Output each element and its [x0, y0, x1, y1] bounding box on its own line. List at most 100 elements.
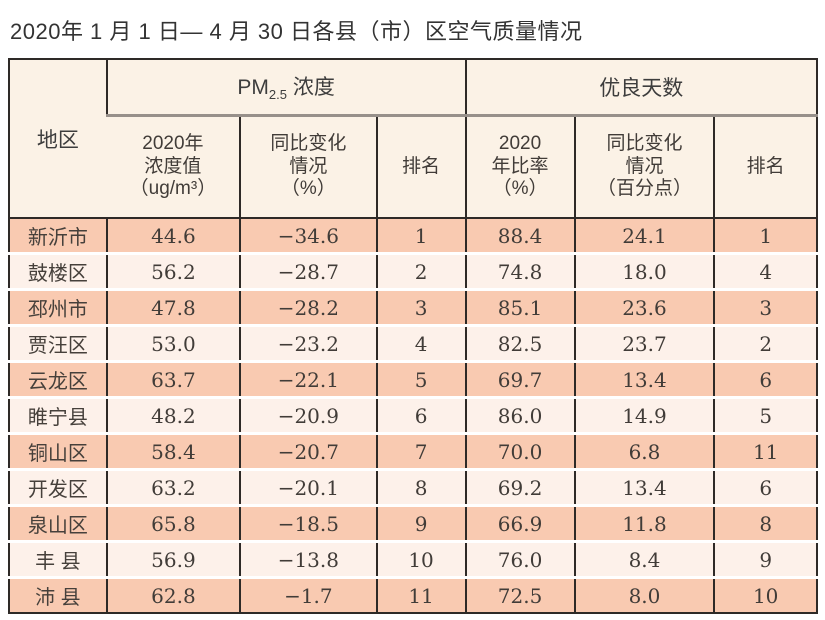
- page-title: 2020年 1 月 1 日— 4 月 30 日各县（市）区空气质量情况: [10, 19, 583, 44]
- pm-change-cell: −20.1: [239, 468, 377, 506]
- table-body: 新沂市 44.6 −34.6 1 88.4 24.1 1 鼓楼区 56.2 −2…: [9, 218, 817, 613]
- pm-change-cell: −22.1: [239, 360, 377, 398]
- sub-header-row: 2020年 浓度值 （ug/m³） 同比变化 情况 （%） 排名 2020 年比…: [9, 115, 817, 219]
- column-group-good-days: 优良天数: [464, 59, 817, 117]
- region-cell: 邳州市: [9, 288, 107, 326]
- group-header-row: 地区 PM2.5 浓度 优良天数: [9, 59, 817, 219]
- pm25-label-prefix: PM: [237, 76, 269, 100]
- gd-rank-cell: 4: [713, 252, 817, 290]
- pm-change-cell: −34.6: [239, 218, 377, 254]
- gd-change-cell: 24.1: [573, 218, 715, 254]
- pm-rank-cell: 5: [375, 360, 466, 398]
- gd-rank-cell: 10: [713, 576, 817, 613]
- table-row: 新沂市 44.6 −34.6 1 88.4 24.1 1: [9, 218, 817, 254]
- pm-value-cell: 44.6: [105, 218, 241, 254]
- gd-change-cell: 14.9: [573, 396, 715, 434]
- air-quality-table: 地区 PM2.5 浓度 优良天数 2020年 浓度值 （ug/m³） 同比变化 …: [8, 58, 818, 614]
- pm-change-cell: −20.7: [239, 432, 377, 470]
- region-cell: 新沂市: [9, 218, 107, 254]
- gd-ratio-cell: 70.0: [464, 432, 575, 470]
- pm-value-cell: 47.8: [105, 288, 241, 326]
- pm25-label-subscript: 2.5: [268, 87, 287, 103]
- column-header-region: 地区: [9, 59, 107, 219]
- pm-value-cell: 63.2: [105, 468, 241, 506]
- pm-rank-cell: 10: [375, 540, 466, 578]
- column-header-gd-change: 同比变化 情况 （百分点）: [573, 115, 715, 219]
- gd-rank-cell: 2: [713, 324, 817, 362]
- table-row: 开发区 63.2 −20.1 8 69.2 13.4 6: [9, 468, 817, 506]
- gd-change-cell: 8.4: [573, 540, 715, 578]
- table-row: 贾汪区 53.0 −23.2 4 82.5 23.7 2: [9, 324, 817, 362]
- region-cell: 睢宁县: [9, 396, 107, 434]
- column-group-pm25: PM2.5 浓度: [105, 59, 466, 117]
- column-header-pm-change: 同比变化 情况 （%）: [239, 115, 377, 219]
- gd-change-cell: 6.8: [573, 432, 715, 470]
- pm-value-cell: 48.2: [105, 396, 241, 434]
- gd-rank-cell: 8: [713, 504, 817, 542]
- pm-value-cell: 56.9: [105, 540, 241, 578]
- gd-ratio-cell: 69.2: [464, 468, 575, 506]
- gd-ratio-cell: 86.0: [464, 396, 575, 434]
- pm-rank-cell: 7: [375, 432, 466, 470]
- pm-rank-cell: 9: [375, 504, 466, 542]
- table-row: 丰 县 56.9 −13.8 10 76.0 8.4 9: [9, 540, 817, 578]
- table-row: 沛 县 62.8 −1.7 11 72.5 8.0 10: [9, 576, 817, 613]
- table-row: 铜山区 58.4 −20.7 7 70.0 6.8 11: [9, 432, 817, 470]
- pm-change-cell: −28.2: [239, 288, 377, 326]
- table-header: 地区 PM2.5 浓度 优良天数 2020年 浓度值 （ug/m³） 同比变化 …: [9, 59, 817, 219]
- gd-ratio-cell: 88.4: [464, 218, 575, 254]
- gd-change-cell: 13.4: [573, 360, 715, 398]
- pm-rank-cell: 4: [375, 324, 466, 362]
- pm-change-cell: −23.2: [239, 324, 377, 362]
- region-cell: 鼓楼区: [9, 252, 107, 290]
- table-row: 云龙区 63.7 −22.1 5 69.7 13.4 6: [9, 360, 817, 398]
- column-header-pm-rank: 排名: [375, 115, 466, 219]
- pm-value-cell: 65.8: [105, 504, 241, 542]
- pm-change-cell: −13.8: [239, 540, 377, 578]
- region-cell: 丰 县: [9, 540, 107, 578]
- pm-change-cell: −20.9: [239, 396, 377, 434]
- gd-ratio-cell: 76.0: [464, 540, 575, 578]
- pm-value-cell: 56.2: [105, 252, 241, 290]
- region-cell: 铜山区: [9, 432, 107, 470]
- pm-value-cell: 62.8: [105, 576, 241, 613]
- gd-change-cell: 11.8: [573, 504, 715, 542]
- gd-change-cell: 13.4: [573, 468, 715, 506]
- column-header-pm-value: 2020年 浓度值 （ug/m³）: [106, 115, 241, 219]
- gd-ratio-cell: 85.1: [464, 288, 575, 326]
- column-header-gd-ratio: 2020 年比率 （%）: [464, 115, 575, 219]
- table-row: 邳州市 47.8 −28.2 3 85.1 23.6 3: [9, 288, 817, 326]
- gd-rank-cell: 1: [713, 218, 817, 254]
- gd-change-cell: 8.0: [573, 576, 715, 613]
- pm-rank-cell: 1: [375, 218, 466, 254]
- pm-rank-cell: 2: [375, 252, 466, 290]
- pm-value-cell: 53.0: [105, 324, 241, 362]
- pm-rank-cell: 6: [375, 396, 466, 434]
- pm-value-cell: 63.7: [105, 360, 241, 398]
- pm-rank-cell: 8: [375, 468, 466, 506]
- pm-value-cell: 58.4: [105, 432, 241, 470]
- region-cell: 开发区: [9, 468, 107, 506]
- pm-change-cell: −18.5: [239, 504, 377, 542]
- table-row: 鼓楼区 56.2 −28.7 2 74.8 18.0 4: [9, 252, 817, 290]
- pm-rank-cell: 3: [375, 288, 466, 326]
- pm-change-cell: −1.7: [239, 576, 377, 613]
- gd-change-cell: 23.7: [573, 324, 715, 362]
- gd-rank-cell: 5: [713, 396, 817, 434]
- region-cell: 贾汪区: [9, 324, 107, 362]
- region-cell: 泉山区: [9, 504, 107, 542]
- gd-rank-cell: 11: [713, 432, 817, 470]
- gd-change-cell: 23.6: [573, 288, 715, 326]
- pm25-label-suffix: 浓度: [287, 76, 335, 100]
- gd-rank-cell: 6: [713, 360, 817, 398]
- region-cell: 云龙区: [9, 360, 107, 398]
- column-header-gd-rank: 排名: [713, 115, 817, 219]
- pm-rank-cell: 11: [375, 576, 466, 613]
- gd-ratio-cell: 72.5: [464, 576, 575, 613]
- gd-ratio-cell: 69.7: [464, 360, 575, 398]
- gd-rank-cell: 6: [713, 468, 817, 506]
- region-cell: 沛 县: [9, 576, 107, 613]
- gd-ratio-cell: 66.9: [464, 504, 575, 542]
- gd-ratio-cell: 82.5: [464, 324, 575, 362]
